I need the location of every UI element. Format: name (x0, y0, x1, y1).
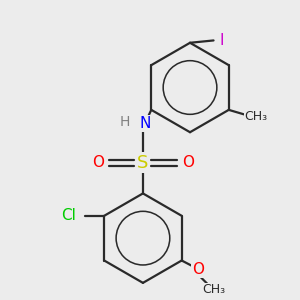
Text: O: O (182, 155, 194, 170)
Text: S: S (137, 154, 148, 172)
Text: CH₃: CH₃ (202, 283, 225, 296)
Text: I: I (219, 33, 224, 48)
Text: H: H (120, 115, 130, 129)
Text: N: N (140, 116, 151, 131)
Text: O: O (92, 155, 104, 170)
Text: O: O (192, 262, 204, 278)
Text: Cl: Cl (61, 208, 76, 223)
Text: CH₃: CH₃ (244, 110, 267, 123)
